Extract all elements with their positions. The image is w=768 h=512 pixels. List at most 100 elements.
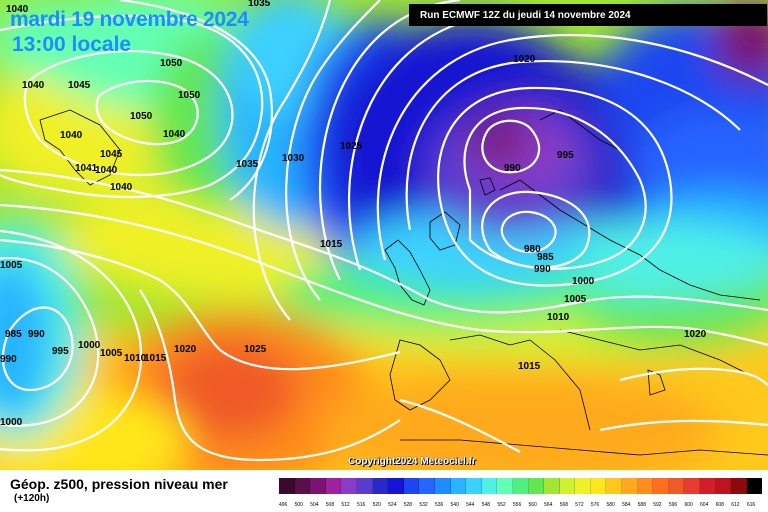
- colorbar-swatch: [590, 478, 607, 494]
- colorbar-swatch: [341, 478, 357, 494]
- colorbar-swatch: [356, 478, 373, 494]
- isobar-label: 985: [537, 252, 554, 263]
- colorbar-label: 608: [715, 502, 724, 508]
- colorbar-label: 576: [590, 502, 600, 508]
- isobar-label: 1025: [340, 141, 363, 152]
- isobar-label: 1015: [144, 353, 167, 364]
- colorbar-swatch: [575, 478, 591, 494]
- colorbar-label: 584: [622, 502, 631, 508]
- isobar-label: 1005: [0, 260, 23, 271]
- colorbar-labels: 496 500 504 508 512 516 520 524 528 532 536 540 544 5…: [279, 502, 762, 510]
- colorbar-label: 508: [325, 502, 335, 508]
- isobar-label: 1045: [68, 80, 91, 91]
- colorbar-swatch: [559, 478, 576, 494]
- colorbar-label: 568: [559, 502, 569, 508]
- colorbar-label: 596: [668, 502, 678, 508]
- forecast-date: mardi 19 novembre 2024: [10, 8, 249, 31]
- colorbar-swatch: [668, 478, 685, 494]
- lead-time: (+120h): [14, 493, 50, 504]
- colorbar-swatch: [622, 478, 638, 494]
- colorbar-swatch: [731, 478, 747, 494]
- colorbar-swatch: [544, 478, 560, 494]
- colorbar-label: 520: [372, 502, 381, 508]
- isobar-label: 1015: [518, 361, 541, 372]
- colorbar-label: 544: [466, 502, 475, 508]
- isobar-label: 1050: [130, 111, 153, 122]
- isobar-label: 1015: [320, 239, 343, 250]
- colorbar-swatch: [684, 478, 701, 494]
- colorbar-label: 604: [700, 502, 709, 508]
- colorbar-label: 612: [731, 502, 740, 508]
- field-title: Géop. z500, pression niveau mer: [10, 476, 228, 492]
- colorbar-label: 500: [294, 502, 303, 508]
- colorbar-label: 588: [637, 502, 646, 508]
- isobars: [0, 0, 768, 462]
- colorbar-swatch: [637, 478, 654, 494]
- colorbar-swatch: [310, 478, 326, 494]
- copyright-text: Copyright2024 Meteociel.fr: [348, 456, 476, 467]
- isobar-label: 1000: [572, 276, 595, 287]
- colorbar-label: 552: [497, 502, 506, 508]
- colorbar-label: 536: [434, 502, 444, 508]
- colorbar-swatch: [434, 478, 451, 494]
- isobar-label: 1040: [110, 182, 133, 193]
- colorbar-swatch: [715, 478, 732, 494]
- isobar-label: 990: [504, 163, 521, 174]
- isobar-label: 1020: [684, 329, 707, 340]
- isobar-label: 1040: [6, 4, 29, 15]
- forecast-time: 13:00 locale: [12, 33, 132, 56]
- colorbar-swatch: [653, 478, 669, 494]
- isobar-label: 1010: [547, 312, 570, 323]
- isobar-label: 1005: [100, 348, 123, 359]
- isobar-label: 1040: [22, 80, 45, 91]
- isobar-label: 1041: [75, 163, 98, 174]
- isobar-label: 1000: [78, 340, 101, 351]
- geopotential-color-field: [0, 0, 768, 470]
- colorbar-swatch: [294, 478, 311, 494]
- colorbar-swatch: [419, 478, 435, 494]
- isobar-label: 1035: [236, 159, 259, 170]
- isobar-label: 995: [557, 150, 574, 161]
- isobar-label: 995: [52, 346, 69, 357]
- colorbar-swatch: [700, 478, 716, 494]
- colorbar-swatch: [388, 478, 404, 494]
- coastlines: [39, 109, 768, 456]
- colorbar-swatch: [606, 478, 623, 494]
- isobar-label: 1030: [282, 153, 305, 164]
- colorbar-label: 560: [528, 502, 537, 508]
- model-run-text: Run ECMWF 12Z du jeudi 14 novembre 2024: [420, 9, 631, 21]
- colorbar-swatch: [512, 478, 529, 494]
- colorbar-label: 600: [684, 502, 693, 508]
- colorbar-swatch: [466, 478, 482, 494]
- isobar-label: 1020: [513, 54, 536, 65]
- model-run-banner: Run ECMWF 12Z du jeudi 14 novembre 2024: [409, 4, 767, 26]
- colorbar-label: 532: [419, 502, 428, 508]
- isobar-label: 990: [534, 264, 551, 275]
- geopotential-map: 1040 1035 1040 1045 1050 1050 1050 1040 …: [0, 0, 768, 470]
- isobar-label: 1025: [244, 344, 267, 355]
- colorbar-swatch: [528, 478, 545, 494]
- colorbar-swatch: [481, 478, 498, 494]
- colorbar-label: 504: [310, 502, 319, 508]
- isobar-label: 1035: [248, 0, 271, 9]
- isobar-label: 1005: [564, 294, 587, 305]
- isobar-label: 1050: [178, 90, 201, 101]
- colorbar-swatch: [372, 478, 389, 494]
- colorbar-swatch: [450, 478, 467, 494]
- isobar-label: 985: [5, 329, 22, 340]
- colorbar-swatch: [325, 478, 342, 494]
- colorbar-label: 528: [403, 502, 413, 508]
- colorbar: [279, 478, 763, 494]
- isobar-label: 1040: [163, 129, 186, 140]
- isobar-label: 1040: [95, 165, 118, 176]
- colorbar-label: 548: [481, 502, 491, 508]
- colorbar-label: 540: [450, 502, 459, 508]
- colorbar-label: 572: [575, 502, 584, 508]
- colorbar-label: 524: [388, 502, 397, 508]
- colorbar-swatch: [497, 478, 513, 494]
- colorbar-label: 592: [653, 502, 662, 508]
- isobar-label: 980: [524, 244, 541, 255]
- colorbar-label: 580: [606, 502, 615, 508]
- isobar-label: 990: [0, 354, 17, 365]
- isobar-label: 990: [28, 329, 45, 340]
